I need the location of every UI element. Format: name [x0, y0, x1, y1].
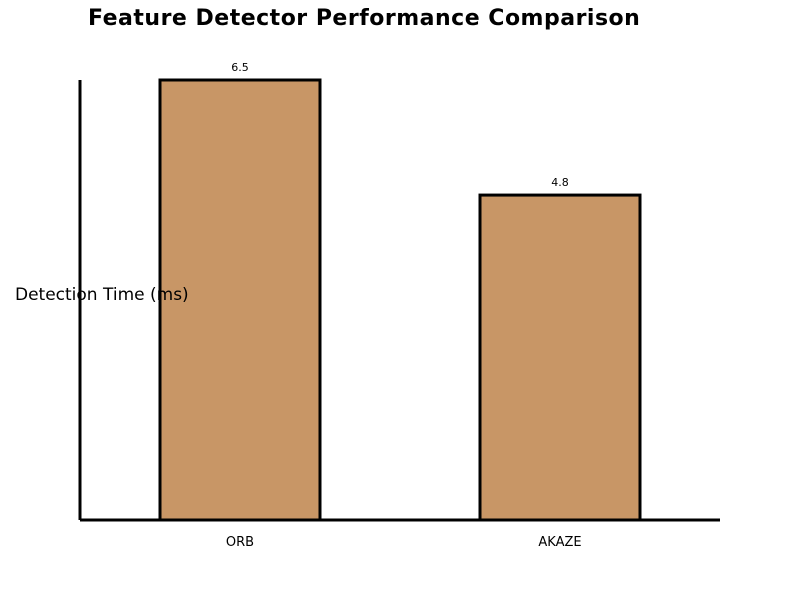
x-tick-label-akaze: AKAZE [538, 535, 581, 550]
bar-orb [158, 78, 322, 522]
y-axis-label: Detection Time (ms) [15, 285, 189, 305]
x-tick-label-orb: ORB [226, 535, 254, 550]
value-label-orb: 6.5 [231, 61, 249, 74]
chart-title: Feature Detector Performance Comparison [88, 6, 641, 31]
bars-layer [158, 78, 642, 522]
labels-layer: 6.5 ORB 4.8 AKAZE [226, 61, 582, 550]
value-label-akaze: 4.8 [551, 176, 569, 189]
bar-akaze [478, 193, 642, 522]
